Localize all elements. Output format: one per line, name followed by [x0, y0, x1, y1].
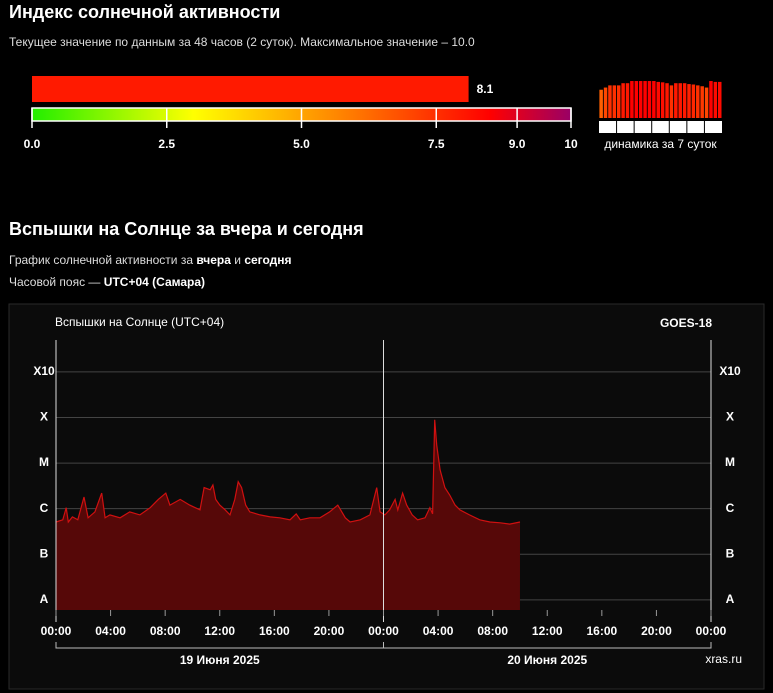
x-tick-label: 00:00	[696, 624, 727, 638]
x-tick-label: 00:00	[41, 624, 72, 638]
tick-label: 10	[564, 137, 578, 151]
bar	[647, 81, 652, 118]
flux-line	[55, 419, 521, 525]
bar	[691, 84, 696, 118]
chart-caption: динамика за 7 суток	[604, 137, 717, 151]
period-bracket	[383, 642, 712, 649]
day-label: 14	[601, 120, 615, 134]
day-label: 16	[636, 120, 650, 134]
x-tick-label: 04:00	[95, 624, 126, 638]
tick-label: 2.5	[158, 137, 175, 151]
bar	[660, 82, 665, 118]
page-title: Индекс солнечной активности	[9, 2, 280, 22]
chart-panel	[8, 303, 765, 690]
chart-title: Вспышки на Солнце (UTC+04)	[55, 315, 224, 329]
day-label: 19	[689, 120, 703, 134]
flux-area	[56, 419, 520, 610]
bar	[616, 85, 621, 118]
y-tick-label: B	[40, 546, 49, 560]
bar	[713, 81, 718, 118]
bar	[669, 85, 674, 118]
y-tick-label: A	[40, 592, 49, 606]
annotation: GOES-18	[660, 316, 712, 330]
y-tick-label-right: X10	[719, 364, 741, 378]
y-tick-label: M	[39, 455, 49, 469]
x-tick-label: 16:00	[586, 624, 617, 638]
text: График солнечной активности за	[9, 253, 196, 267]
x-tick-label: 20:00	[641, 624, 672, 638]
tick-label: 7.5	[428, 137, 445, 151]
bar	[656, 81, 660, 118]
x-tick-label: 04:00	[423, 624, 454, 638]
period-label: 19 Июня 2025	[180, 653, 260, 667]
bar	[638, 81, 643, 118]
x-tick-label: 12:00	[204, 624, 235, 638]
bar	[696, 85, 700, 118]
x-tick-label: 08:00	[477, 624, 508, 638]
bar	[687, 84, 691, 118]
text: Часовой пояс —	[9, 275, 104, 289]
bar	[621, 83, 625, 118]
bar	[630, 81, 634, 118]
tick-label: 0.0	[24, 137, 41, 151]
tick-label: 9.0	[509, 137, 526, 151]
bar	[665, 83, 669, 118]
y-tick-label: X10	[33, 364, 55, 378]
day-label: 17	[654, 120, 668, 134]
x-tick-label: 16:00	[259, 624, 290, 638]
bar	[608, 85, 612, 118]
bar	[643, 81, 647, 118]
text: вчера	[196, 253, 231, 267]
index-value: 8.1	[477, 82, 494, 96]
day-label: 20	[707, 120, 721, 134]
bar	[700, 86, 704, 118]
page-subtitle: Текущее значение по данным за 48 часов (…	[9, 35, 475, 49]
text: UTC+04 (Самара)	[104, 275, 205, 289]
bar	[625, 83, 630, 118]
y-tick-label-right: A	[726, 592, 735, 606]
y-tick-label-right: B	[726, 546, 735, 560]
y-tick-label-right: C	[726, 501, 735, 515]
text: и	[231, 253, 244, 267]
x-tick-label: 08:00	[150, 624, 181, 638]
section-line: График солнечной активности за вчера и с…	[9, 253, 292, 267]
bar	[704, 87, 709, 118]
text: сегодня	[244, 253, 291, 267]
y-tick-label: X	[40, 410, 48, 424]
day-strip	[599, 121, 722, 133]
day-label: 15	[619, 120, 633, 134]
bar	[678, 83, 682, 118]
index-bar	[32, 76, 469, 102]
bar	[599, 89, 603, 118]
section-title: Вспышки на Солнце за вчера и сегодня	[9, 219, 364, 239]
bar	[718, 81, 722, 118]
bar	[682, 83, 687, 118]
bar	[652, 81, 656, 118]
x-tick-label: 00:00	[368, 624, 399, 638]
y-tick-label-right: X	[726, 410, 734, 424]
bar	[634, 81, 639, 118]
section-line: Часовой пояс — UTC+04 (Самара)	[9, 275, 205, 289]
bar	[603, 87, 608, 118]
x-tick-label: 20:00	[314, 624, 345, 638]
bar	[674, 83, 678, 118]
period-label: 20 Июня 2025	[507, 653, 587, 667]
bar	[612, 85, 617, 118]
source: xras.ru	[705, 652, 742, 666]
tick-label: 5.0	[293, 137, 310, 151]
y-tick-label: C	[40, 501, 49, 515]
day-label: 18	[671, 120, 685, 134]
y-tick-label-right: M	[725, 455, 735, 469]
bar	[709, 81, 713, 118]
x-tick-label: 12:00	[532, 624, 563, 638]
